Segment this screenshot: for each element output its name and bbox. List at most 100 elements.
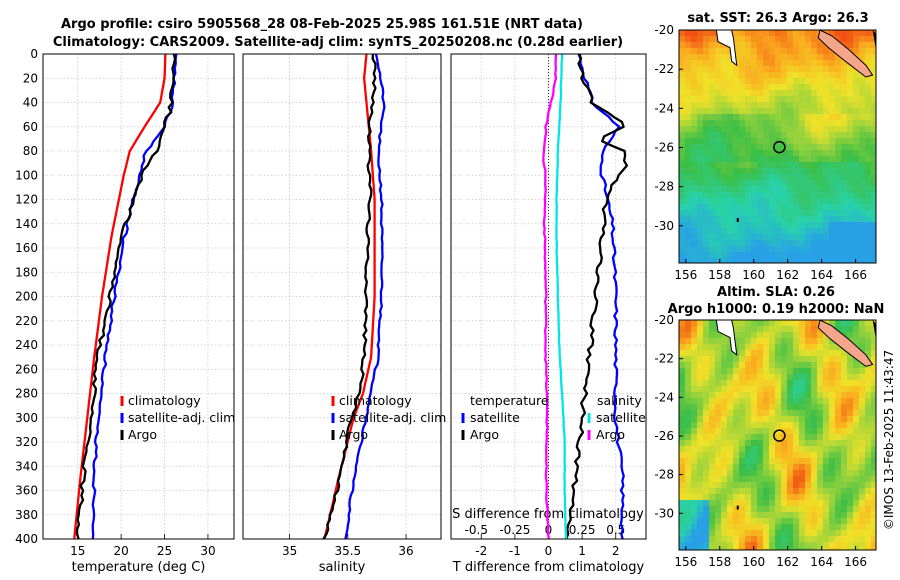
map-cell bbox=[793, 416, 800, 423]
map-cell bbox=[817, 84, 824, 91]
map-cell bbox=[811, 524, 818, 531]
map-cell bbox=[799, 428, 806, 435]
map-cell bbox=[679, 356, 686, 363]
map-cell bbox=[799, 144, 806, 151]
x-tick-label: 2 bbox=[612, 544, 620, 558]
map-cell bbox=[703, 338, 710, 345]
map-cell bbox=[847, 398, 854, 405]
map-cell bbox=[817, 216, 824, 223]
map-cell bbox=[715, 470, 722, 477]
map-cell bbox=[793, 494, 800, 501]
map-cell bbox=[829, 404, 836, 411]
map-cell bbox=[727, 536, 734, 543]
map-cell bbox=[787, 458, 794, 465]
map-cell bbox=[769, 398, 776, 405]
map-cell bbox=[697, 386, 704, 393]
map-cell bbox=[703, 380, 710, 387]
map-cell bbox=[775, 192, 782, 199]
map-cell bbox=[859, 150, 866, 157]
map-cell bbox=[853, 464, 860, 471]
map-cell bbox=[859, 120, 866, 127]
map-cell bbox=[709, 512, 716, 519]
map-x-tick-label: 164 bbox=[810, 268, 833, 282]
y-tick-label: 140 bbox=[15, 217, 38, 231]
map-cell bbox=[835, 488, 842, 495]
map-cell bbox=[709, 126, 716, 133]
map-cell bbox=[679, 458, 686, 465]
map-cell bbox=[697, 326, 704, 333]
map-cell bbox=[709, 338, 716, 345]
map-cell bbox=[763, 204, 770, 211]
map-cell bbox=[763, 386, 770, 393]
map-cell bbox=[691, 258, 698, 263]
map-cell bbox=[829, 54, 836, 61]
map-cell bbox=[793, 344, 800, 351]
map-cell bbox=[871, 258, 876, 263]
map-cell bbox=[775, 488, 782, 495]
map-cell bbox=[811, 192, 818, 199]
map-cell bbox=[865, 386, 872, 393]
map-cell bbox=[805, 380, 812, 387]
map-cell bbox=[823, 422, 830, 429]
map-cell bbox=[859, 452, 866, 459]
map-cell bbox=[721, 132, 728, 139]
map-cell bbox=[805, 500, 812, 507]
map-cell bbox=[829, 192, 836, 199]
coastline bbox=[679, 30, 738, 67]
map-cell bbox=[847, 222, 854, 229]
map-cell bbox=[823, 380, 830, 387]
map-cell bbox=[739, 380, 746, 387]
map-cell bbox=[865, 536, 872, 543]
map-cell bbox=[697, 258, 704, 263]
map-cell bbox=[751, 132, 758, 139]
map-cell bbox=[829, 162, 836, 169]
map-cell bbox=[829, 446, 836, 453]
map-cell bbox=[865, 326, 872, 333]
map-cell bbox=[775, 518, 782, 525]
map-cell bbox=[745, 78, 752, 85]
map-cell bbox=[721, 60, 728, 67]
map-cell bbox=[811, 326, 818, 333]
map-cell bbox=[697, 494, 704, 501]
map-cell bbox=[859, 216, 866, 223]
map-cell bbox=[865, 252, 872, 259]
map-cell bbox=[865, 338, 872, 345]
map-cell bbox=[739, 84, 746, 91]
map-cell bbox=[787, 434, 794, 441]
map-cell bbox=[721, 338, 728, 345]
map-cell bbox=[817, 392, 824, 399]
map-cell bbox=[703, 144, 710, 151]
map-cell bbox=[763, 36, 770, 43]
map-cell bbox=[787, 542, 794, 549]
map-cell bbox=[751, 542, 758, 549]
map-cell bbox=[709, 42, 716, 49]
map-cell bbox=[793, 320, 800, 327]
map-cell bbox=[793, 386, 800, 393]
map-cell bbox=[739, 362, 746, 369]
map-cell bbox=[811, 548, 818, 550]
map-cell bbox=[799, 422, 806, 429]
map-cell bbox=[811, 512, 818, 519]
map-cell bbox=[751, 482, 758, 489]
map-cell bbox=[859, 458, 866, 465]
map-cell bbox=[721, 180, 728, 187]
map-cell bbox=[865, 422, 872, 429]
map-cell bbox=[733, 326, 740, 333]
map-cell bbox=[781, 428, 788, 435]
map-cell bbox=[763, 30, 770, 37]
map-cell bbox=[835, 434, 842, 441]
map-cell bbox=[859, 368, 866, 375]
map-cell bbox=[685, 536, 692, 543]
map-cell bbox=[685, 416, 692, 423]
map-cell bbox=[763, 42, 770, 49]
map-cell bbox=[715, 204, 722, 211]
map-cell bbox=[781, 228, 788, 235]
map-cell bbox=[727, 66, 734, 73]
map-cell bbox=[691, 156, 698, 163]
map-cell bbox=[679, 338, 686, 345]
map-cell bbox=[727, 108, 734, 115]
map-cell bbox=[853, 440, 860, 447]
map-cell bbox=[799, 368, 806, 375]
map-cell bbox=[757, 494, 764, 501]
map-cell bbox=[835, 84, 842, 91]
